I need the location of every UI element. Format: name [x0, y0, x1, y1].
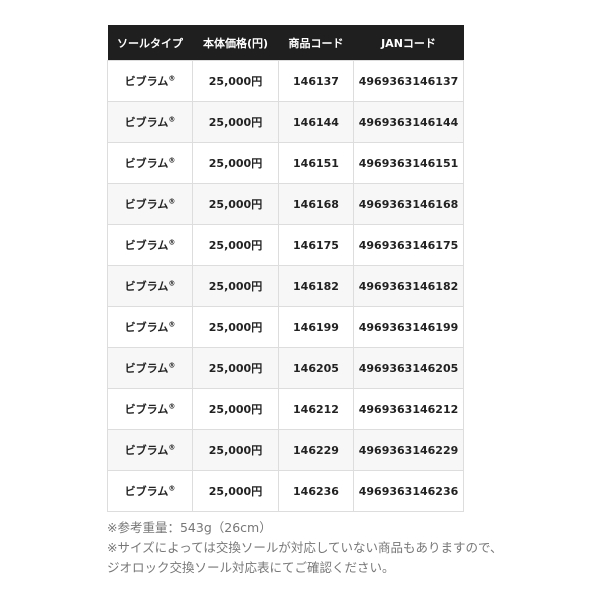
cell-sole-type: ビブラム® — [107, 142, 193, 184]
cell-jan-code: 4969363146168 — [353, 183, 464, 225]
cell-sole-type: ビブラム® — [107, 183, 193, 225]
cell-price: 25,000円 — [192, 347, 279, 389]
cell-jan-code: 4969363146212 — [353, 388, 464, 430]
table-row: ビブラム® 25,000円 146151 4969363146151 — [107, 142, 464, 184]
cell-price: 25,000円 — [192, 183, 279, 225]
header-product-code: 商品コード — [278, 25, 354, 61]
cell-sole-type: ビブラム® — [107, 265, 193, 307]
cell-sole-type: ビブラム® — [107, 224, 193, 266]
cell-price: 25,000円 — [192, 388, 279, 430]
note-sole-compat: ※サイズによっては交換ソールが対応していない商品もありますので、 — [107, 540, 503, 555]
cell-product-code: 146182 — [278, 265, 354, 307]
cell-sole-type: ビブラム® — [107, 470, 193, 512]
cell-product-code: 146199 — [278, 306, 354, 348]
cell-product-code: 146137 — [278, 60, 354, 102]
table-row: ビブラム® 25,000円 146212 4969363146212 — [107, 388, 464, 430]
table-row: ビブラム® 25,000円 146236 4969363146236 — [107, 470, 464, 512]
table-row: ビブラム® 25,000円 146199 4969363146199 — [107, 306, 464, 348]
cell-sole-type: ビブラム® — [107, 101, 193, 143]
cell-product-code: 146212 — [278, 388, 354, 430]
cell-product-code: 146175 — [278, 224, 354, 266]
cell-jan-code: 4969363146137 — [353, 60, 464, 102]
cell-product-code: 146144 — [278, 101, 354, 143]
cell-product-code: 146236 — [278, 470, 354, 512]
cell-product-code: 146151 — [278, 142, 354, 184]
cell-sole-type: ビブラム® — [107, 429, 193, 471]
cell-price: 25,000円 — [192, 265, 279, 307]
table-row: ビブラム® 25,000円 146175 4969363146175 — [107, 224, 464, 266]
cell-product-code: 146205 — [278, 347, 354, 389]
cell-product-code: 146229 — [278, 429, 354, 471]
cell-price: 25,000円 — [192, 306, 279, 348]
cell-price: 25,000円 — [192, 429, 279, 471]
cell-price: 25,000円 — [192, 470, 279, 512]
cell-jan-code: 4969363146151 — [353, 142, 464, 184]
cell-price: 25,000円 — [192, 224, 279, 266]
cell-jan-code: 4969363146175 — [353, 224, 464, 266]
cell-sole-type: ビブラム® — [107, 388, 193, 430]
cell-price: 25,000円 — [192, 101, 279, 143]
cell-jan-code: 4969363146205 — [353, 347, 464, 389]
cell-jan-code: 4969363146144 — [353, 101, 464, 143]
table-row: ビブラム® 25,000円 146168 4969363146168 — [107, 183, 464, 225]
table-row: ビブラム® 25,000円 146182 4969363146182 — [107, 265, 464, 307]
cell-jan-code: 4969363146229 — [353, 429, 464, 471]
header-sole-type: ソールタイプ — [107, 25, 193, 61]
cell-price: 25,000円 — [192, 142, 279, 184]
table-row: ビブラム® 25,000円 146229 4969363146229 — [107, 429, 464, 471]
cell-jan-code: 4969363146199 — [353, 306, 464, 348]
cell-price: 25,000円 — [192, 60, 279, 102]
table-row: ビブラム® 25,000円 146137 4969363146137 — [107, 60, 464, 102]
table-header: ソールタイプ 本体価格(円) 商品コード JANコード — [107, 25, 464, 61]
header-jan-code: JANコード — [353, 25, 464, 61]
product-table: ソールタイプ 本体価格(円) 商品コード JANコード ビブラム® 25,000… — [107, 25, 464, 512]
cell-sole-type: ビブラム® — [107, 60, 193, 102]
cell-product-code: 146168 — [278, 183, 354, 225]
table-row: ビブラム® 25,000円 146144 4969363146144 — [107, 101, 464, 143]
cell-sole-type: ビブラム® — [107, 347, 193, 389]
note-weight: ※参考重量：543g（26cm） — [107, 520, 272, 535]
cell-jan-code: 4969363146236 — [353, 470, 464, 512]
notes: ※参考重量：543g（26cm） ※サイズによっては交換ソールが対応していない商… — [107, 518, 502, 578]
note-sole-compat-cont: ジオロック交換ソール対応表にてご確認ください。 — [107, 560, 395, 575]
cell-sole-type: ビブラム® — [107, 306, 193, 348]
table-row: ビブラム® 25,000円 146205 4969363146205 — [107, 347, 464, 389]
header-price: 本体価格(円) — [192, 25, 279, 61]
cell-jan-code: 4969363146182 — [353, 265, 464, 307]
